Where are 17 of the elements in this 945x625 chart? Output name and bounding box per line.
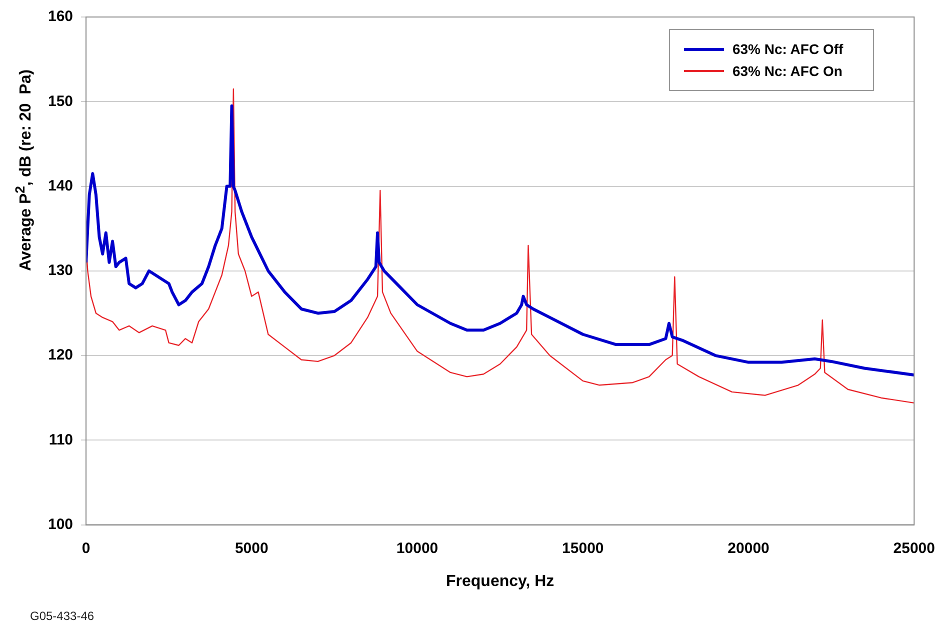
x-axis-title: Frequency, Hz — [446, 572, 554, 590]
y-tick-label: 140 — [48, 177, 74, 194]
legend-label: 63% Nc: AFC On — [732, 62, 842, 81]
text: G05-433-46 — [30, 609, 94, 623]
y-tick-label: 100 — [48, 516, 74, 533]
x-tick-label: 25000 — [893, 540, 936, 557]
y-tick-label: 110 — [48, 431, 74, 448]
y-tick-label: 160 — [48, 8, 74, 26]
x-tick-label: 5000 — [234, 540, 268, 557]
x-tick-label: 20000 — [728, 540, 770, 557]
y-tick-label: 120 — [48, 346, 74, 364]
x-tick-label: 15000 — [562, 540, 604, 557]
x-tick-label: 0 — [82, 540, 90, 557]
legend-label: 63% Nc: AFC Off — [732, 40, 844, 59]
x-tick-label: 10000 — [396, 540, 438, 557]
y-tick-label: 150 — [48, 92, 74, 110]
y-tick-label: 130 — [48, 262, 74, 280]
